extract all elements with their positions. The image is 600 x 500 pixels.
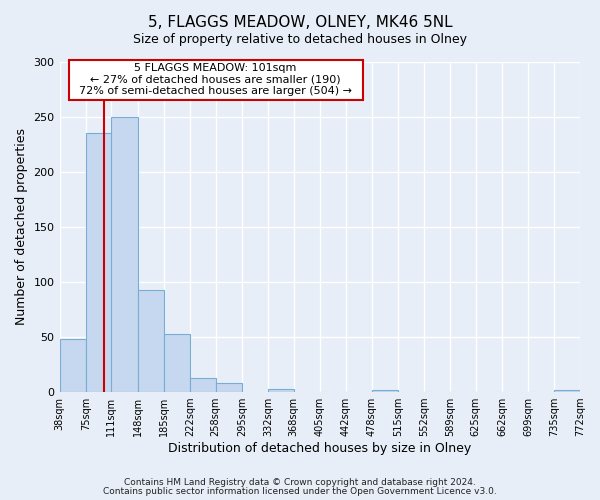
Text: Size of property relative to detached houses in Olney: Size of property relative to detached ho… [133,32,467,46]
Bar [268,389,294,392]
Text: 5 FLAGGS MEADOW: 101sqm  
  ← 27% of detached houses are smaller (190)  
  72% o: 5 FLAGGS MEADOW: 101sqm ← 27% of detache… [72,63,359,96]
Bar [86,133,112,392]
Bar [190,378,216,392]
Bar [371,390,398,392]
Bar [215,384,242,392]
Text: Contains public sector information licensed under the Open Government Licence v3: Contains public sector information licen… [103,487,497,496]
X-axis label: Distribution of detached houses by size in Olney: Distribution of detached houses by size … [168,442,472,455]
Bar [554,390,580,392]
Bar [137,290,164,392]
Text: 5, FLAGGS MEADOW, OLNEY, MK46 5NL: 5, FLAGGS MEADOW, OLNEY, MK46 5NL [148,15,452,30]
Bar [164,334,190,392]
Text: Contains HM Land Registry data © Crown copyright and database right 2024.: Contains HM Land Registry data © Crown c… [124,478,476,487]
Bar [59,339,86,392]
Y-axis label: Number of detached properties: Number of detached properties [15,128,28,326]
Bar [112,116,137,392]
